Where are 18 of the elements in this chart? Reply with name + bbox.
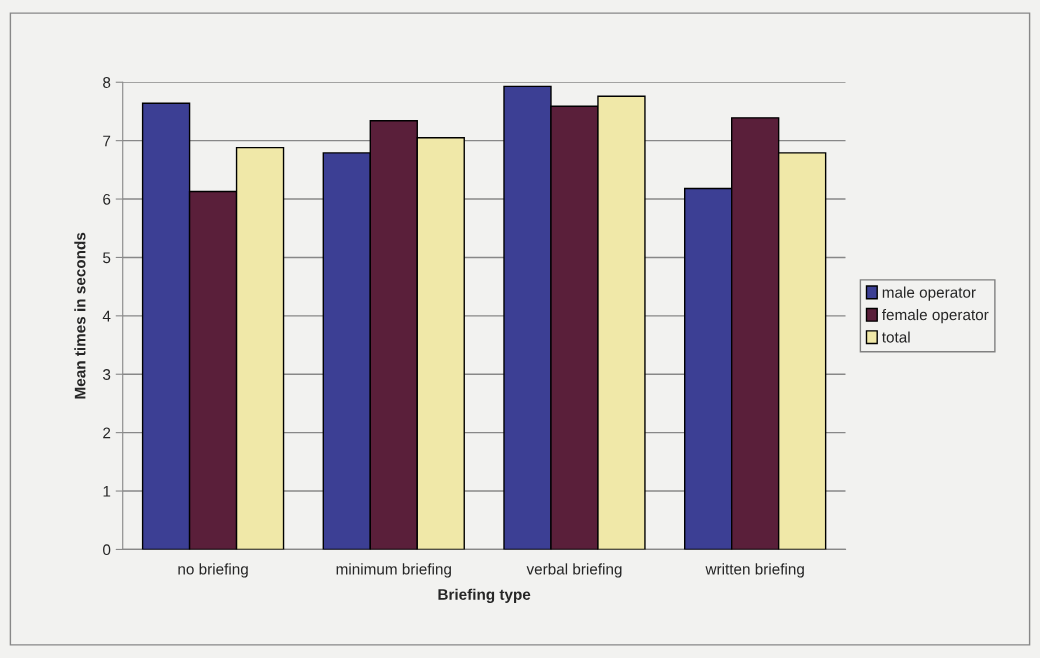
y-tick-label: 6 [103,193,111,205]
y-axis-title: Mean times in seconds [74,232,86,399]
legend-label: total [882,331,910,343]
x-tick-label: no briefing [178,563,248,578]
x-tick-label: written briefing [705,563,804,578]
y-tick-label: 2 [103,427,111,439]
x-tick-label: verbal briefing [526,563,622,578]
y-tick-label: 3 [103,369,111,380]
y-tick-label: 7 [103,135,111,147]
y-tick-label: 5 [103,252,111,264]
y-tick-label: 0 [103,544,111,556]
legend-label: female operator [881,308,989,324]
legend-label: male operator [882,286,976,301]
y-tick-label: 4 [102,310,111,322]
y-tick-label: 1 [103,486,111,497]
y-tick-label: 8 [103,77,111,88]
x-tick-label: minimum briefing [336,563,451,578]
x-axis-title: Briefing type [438,588,531,603]
